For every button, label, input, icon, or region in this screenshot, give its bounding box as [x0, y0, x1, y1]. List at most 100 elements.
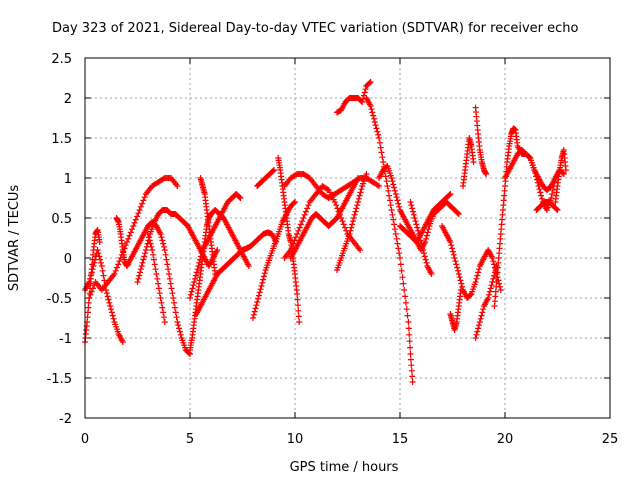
y-tick-label: 0 — [64, 252, 72, 267]
data-point — [160, 240, 167, 247]
data-point — [171, 299, 178, 306]
data-point — [389, 178, 396, 185]
data-point — [129, 226, 136, 233]
series-arc-18 — [334, 79, 374, 116]
data-point — [161, 247, 168, 253]
data-point — [374, 182, 381, 189]
data-point — [115, 261, 122, 268]
data-point — [154, 275, 161, 282]
data-point — [250, 315, 256, 321]
data-point — [560, 171, 567, 177]
data-point — [116, 258, 123, 265]
data-point — [291, 237, 298, 244]
data-point — [166, 275, 173, 282]
data-point — [294, 291, 301, 297]
data-point — [354, 202, 361, 209]
data-point — [475, 266, 482, 273]
data-point — [259, 279, 266, 286]
data-point — [301, 211, 308, 218]
data-point — [446, 191, 453, 198]
data-point — [392, 231, 399, 237]
data-point — [488, 282, 495, 289]
data-point — [408, 362, 415, 369]
data-point — [400, 280, 407, 287]
data-point — [149, 247, 156, 253]
data-point — [358, 186, 365, 193]
data-point — [134, 279, 141, 285]
data-point — [526, 154, 533, 161]
data-point — [407, 351, 414, 357]
data-point — [376, 139, 383, 146]
data-point — [160, 243, 167, 250]
data-point — [486, 288, 493, 295]
data-point — [168, 285, 175, 292]
data-point — [174, 319, 181, 325]
data-point — [422, 256, 429, 263]
data-point — [477, 315, 484, 322]
data-point — [549, 191, 556, 197]
data-point — [447, 191, 454, 197]
data-point — [347, 227, 354, 234]
data-point — [260, 276, 267, 283]
data-point — [401, 287, 408, 293]
data-point — [193, 269, 200, 276]
data-point — [472, 335, 479, 341]
data-point — [548, 195, 555, 201]
data-point — [302, 208, 309, 215]
series-arc-4 — [113, 215, 193, 357]
series-arc-12 — [254, 167, 277, 189]
data-point — [489, 255, 496, 261]
data-point — [391, 187, 398, 194]
data-point — [421, 253, 428, 260]
y-tick-label: 2.5 — [51, 52, 72, 67]
data-point — [485, 295, 492, 301]
data-point — [352, 208, 359, 215]
data-point — [127, 229, 134, 236]
data-point — [173, 314, 180, 321]
data-point — [101, 277, 108, 284]
data-point — [405, 319, 412, 325]
data-point — [150, 256, 157, 263]
data-point — [170, 295, 177, 301]
data-point — [331, 199, 338, 205]
data-point — [89, 285, 96, 292]
data-point — [159, 237, 166, 244]
data-point — [457, 287, 464, 293]
data-point — [378, 149, 385, 156]
series-arc-11 — [250, 199, 298, 321]
data-point — [351, 211, 358, 218]
y-tick-label: 0.5 — [51, 212, 72, 227]
data-point — [176, 328, 183, 335]
data-point — [397, 261, 404, 268]
data-point — [392, 191, 399, 197]
data-point — [135, 210, 142, 217]
data-point — [348, 224, 355, 231]
data-point — [459, 283, 466, 290]
data-point — [108, 306, 115, 313]
data-point — [172, 309, 179, 316]
data-point — [407, 199, 414, 205]
data-point — [138, 263, 145, 269]
data-point — [125, 235, 132, 242]
data-point — [141, 253, 148, 260]
y-tick-label: 1 — [64, 172, 72, 187]
data-point — [151, 261, 158, 268]
data-point — [155, 285, 162, 292]
data-point — [490, 258, 497, 265]
data-point — [370, 112, 377, 119]
data-point — [412, 218, 419, 225]
data-point — [536, 186, 543, 193]
data-point — [294, 296, 301, 303]
data-point — [418, 240, 425, 247]
data-point — [395, 245, 402, 252]
data-point — [408, 202, 415, 209]
data-point — [135, 275, 142, 282]
data-point — [155, 280, 162, 287]
data-point — [425, 226, 432, 233]
data-point — [122, 242, 129, 249]
data-point — [372, 122, 379, 129]
data-point — [140, 197, 147, 204]
data-point — [417, 237, 424, 244]
data-point — [362, 86, 369, 93]
data-point — [294, 302, 301, 309]
